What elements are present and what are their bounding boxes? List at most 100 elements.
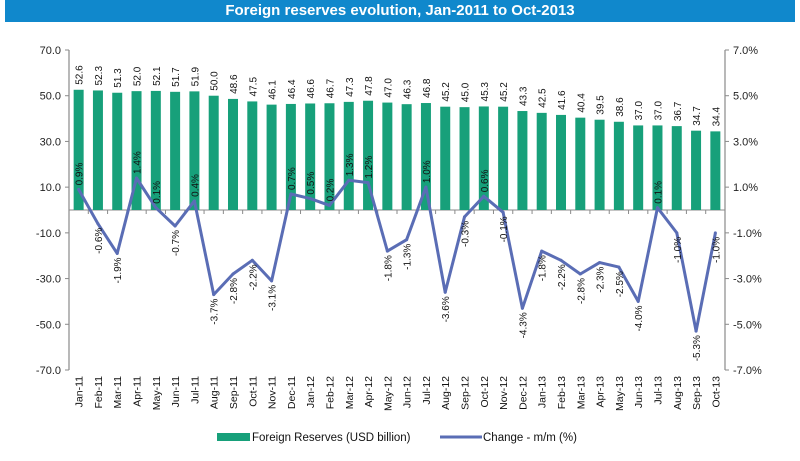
y-left-tick-label: 10.0 xyxy=(40,182,61,194)
bar-data-label: 41.6 xyxy=(557,90,568,110)
bar-Sep-11 xyxy=(228,98,238,210)
line-data-label: 0.1% xyxy=(653,181,664,204)
line-data-label: -2.2% xyxy=(248,264,259,290)
bar-data-label: 48.6 xyxy=(229,74,240,94)
line-data-label: 1.2% xyxy=(364,156,375,179)
y-right-tick-label: -1.0% xyxy=(733,228,762,240)
bar-May-11 xyxy=(150,90,161,210)
bar-data-label: 37.0 xyxy=(653,101,664,121)
line-point-Sep-11 xyxy=(231,272,235,276)
bar-data-label: 34.7 xyxy=(692,106,703,126)
y-right-tick-label: 1.0% xyxy=(733,182,758,194)
x-tick-label: Nov-12 xyxy=(498,376,510,410)
line-data-label: 1.0% xyxy=(422,160,433,183)
y-left-tick-label: 70.0 xyxy=(40,45,61,57)
bar-data-label: 46.4 xyxy=(287,79,298,99)
bar-Mar-11 xyxy=(112,92,123,210)
x-tick-label: Apr-11 xyxy=(132,376,144,407)
y-left-tick-label: 30.0 xyxy=(40,136,61,148)
bar-data-label: 46.8 xyxy=(422,78,433,98)
bar-data-label: 51.9 xyxy=(190,66,201,86)
bar-Feb-13 xyxy=(556,114,566,210)
bar-data-label: 46.7 xyxy=(325,78,336,98)
x-axis-tick-labels: Jan-11 Feb-11 Mar-11 Apr-11 May-11 Jun-11 Jul-… xyxy=(74,376,723,411)
line-data-label: 1.4% xyxy=(133,151,144,174)
bar-Mar-12 xyxy=(343,101,354,210)
bar-data-label: 45.3 xyxy=(480,82,491,102)
bar-Oct-11 xyxy=(247,101,258,210)
x-tick-label: Sep-13 xyxy=(691,376,703,410)
x-tick-label: Jun-12 xyxy=(402,376,414,408)
bar-Jun-11 xyxy=(170,91,181,210)
bar-May-12 xyxy=(382,102,393,210)
x-tick-label: Jan-12 xyxy=(305,376,317,408)
line-point-Feb-12 xyxy=(327,203,331,207)
bar-Dec-11 xyxy=(285,103,296,210)
bar-data-label: 50.0 xyxy=(210,71,221,91)
bar-data-label: 52.0 xyxy=(133,66,144,86)
line-data-label: 0.6% xyxy=(480,169,491,192)
y-right-tick-label: 3.0% xyxy=(733,136,758,148)
line-point-Aug-12 xyxy=(443,290,447,294)
bar-data-label: 34.4 xyxy=(711,106,722,126)
y-left-tick-label: -30.0 xyxy=(36,274,61,286)
x-tick-label: Sep-11 xyxy=(228,376,240,409)
x-tick-label: May-13 xyxy=(614,376,626,411)
bar-Oct-13 xyxy=(710,131,721,210)
line-point-Jan-13 xyxy=(540,249,544,253)
bar-data-label: 46.3 xyxy=(403,79,414,99)
bar-Jan-13 xyxy=(536,112,547,210)
bar-data-label: 52.6 xyxy=(75,65,86,85)
bar-data-label: 52.1 xyxy=(152,66,163,86)
line-data-label: -3.6% xyxy=(441,296,452,322)
bar-Aug-12 xyxy=(440,106,451,210)
bar-Aug-13 xyxy=(671,126,682,210)
y-right-tick-label: -5.0% xyxy=(733,319,762,331)
line-data-label: -1.8% xyxy=(538,255,549,281)
line-point-Oct-11 xyxy=(250,258,254,262)
bar-data-label: 40.4 xyxy=(576,93,587,113)
line-point-Aug-13 xyxy=(675,231,679,235)
line-data-label: -5.3% xyxy=(692,335,703,361)
bar-data-label: 51.7 xyxy=(171,67,182,87)
line-point-Apr-11 xyxy=(135,176,139,180)
bar-data-label: 45.0 xyxy=(461,82,472,102)
x-tick-label: Jun-13 xyxy=(633,376,645,408)
bar-Apr-13 xyxy=(594,119,605,210)
bar-Jun-13 xyxy=(633,125,644,210)
x-tick-label: May-11 xyxy=(151,376,163,410)
line-point-Feb-11 xyxy=(96,222,100,226)
bar-Apr-12 xyxy=(363,100,374,210)
y-left-tick-label: -50.0 xyxy=(36,319,61,331)
y-right-tick-label: 7.0% xyxy=(733,45,758,57)
line-data-label: -0.7% xyxy=(171,230,182,256)
bar-data-label: 43.3 xyxy=(518,86,529,106)
bar-data-label: 45.2 xyxy=(441,82,452,102)
y-right-tick-label: 5.0% xyxy=(733,91,758,103)
x-tick-label: Mar-12 xyxy=(344,376,356,409)
bar-data-label: 51.3 xyxy=(113,68,124,88)
line-data-label: -1.3% xyxy=(403,244,414,270)
legend-swatch-reserves xyxy=(217,433,250,441)
bar-Jul-12 xyxy=(420,103,431,210)
bar-Sep-13 xyxy=(691,130,702,210)
line-point-Jul-12 xyxy=(424,185,428,189)
x-tick-label: Aug-13 xyxy=(672,376,684,410)
line-data-label: -0.3% xyxy=(461,221,472,247)
x-tick-label: Jul-12 xyxy=(421,376,433,405)
line-data-label: 0.4% xyxy=(190,174,201,197)
bar-Jan-12 xyxy=(305,103,316,210)
bar-data-label: 46.1 xyxy=(268,80,279,100)
line-point-Jul-11 xyxy=(192,199,196,203)
line-point-Jun-11 xyxy=(173,224,177,228)
line-point-Mar-11 xyxy=(115,251,119,255)
line-point-Jan-11 xyxy=(77,187,81,191)
bar-Jul-11 xyxy=(189,91,200,210)
x-tick-label: Jan-13 xyxy=(537,376,549,408)
line-data-label: -0.1% xyxy=(499,216,510,242)
y-right-tick-label: -7.0% xyxy=(733,365,762,377)
x-tick-label: Apr-13 xyxy=(595,376,607,408)
line-data-label: -1.0% xyxy=(711,237,722,263)
line-data-label: 0.1% xyxy=(152,181,163,204)
change-line xyxy=(77,176,717,333)
